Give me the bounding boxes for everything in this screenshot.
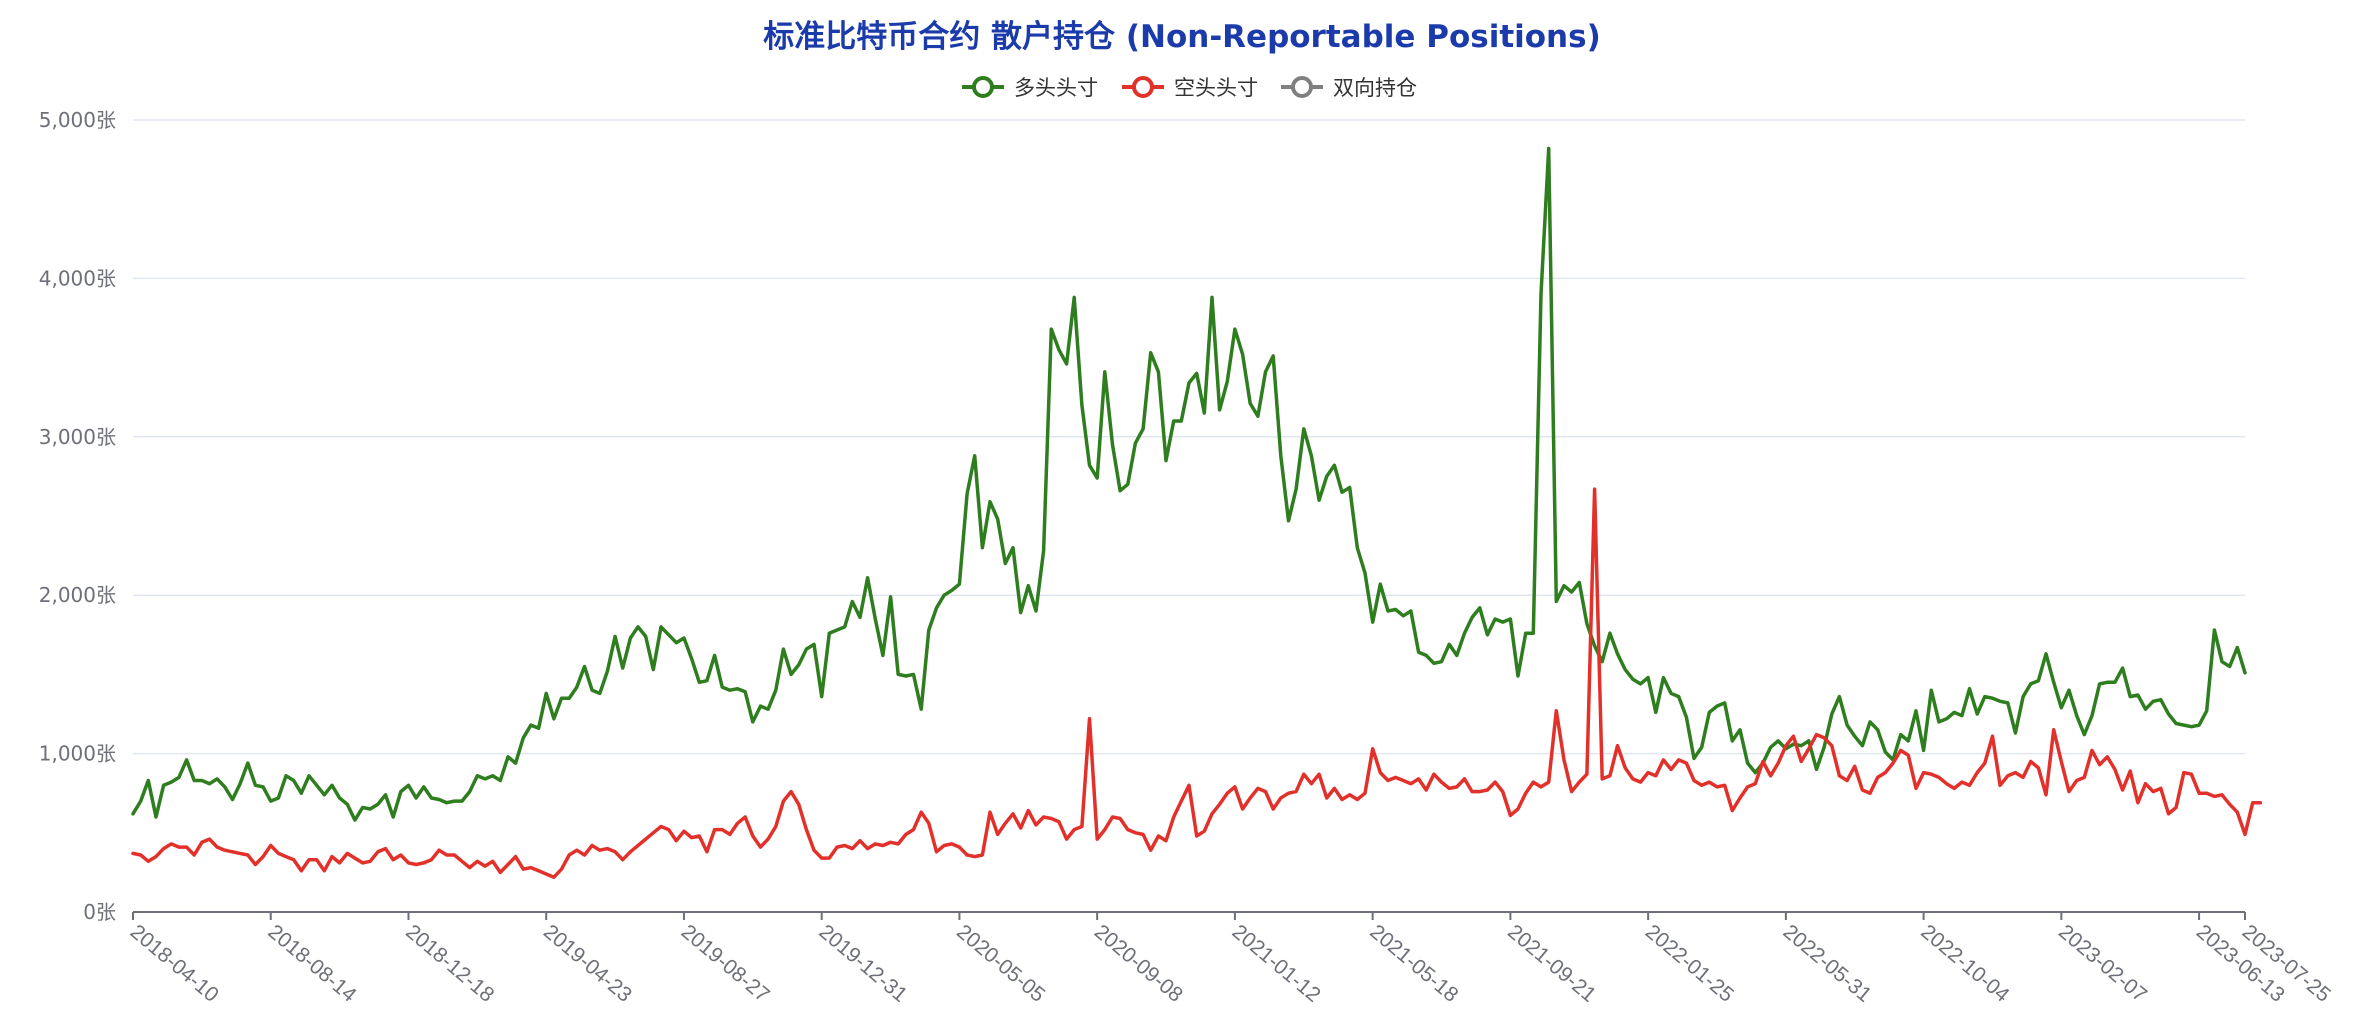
- x-tick-label: 2023-02-07: [2054, 920, 2151, 1007]
- x-tick-label: 2022-10-04: [1916, 920, 2013, 1007]
- legend-marker-short: [1132, 76, 1154, 98]
- legend-label-spread: 双向持仓: [1333, 76, 1417, 100]
- legend-item-spread[interactable]: 双向持仓: [1281, 76, 1417, 100]
- series-line-0[interactable]: [131, 146, 2247, 822]
- x-tick-label: 2022-01-25: [1641, 920, 1738, 1007]
- y-tick-label: 3,000张: [39, 425, 116, 449]
- x-tick-label: 2020-05-05: [952, 920, 1049, 1007]
- x-tick-label: 2021-05-18: [1365, 920, 1462, 1007]
- legend-item-short[interactable]: 空头头寸: [1122, 76, 1258, 100]
- series-line-1[interactable]: [131, 487, 2263, 879]
- series-lines: [131, 146, 2263, 879]
- y-tick-label: 2,000张: [39, 583, 116, 607]
- y-axis-ticks: 0张 1,000张 2,000张 3,000张 4,000张 5,000张: [39, 108, 116, 924]
- y-tick-label: 1,000张: [39, 742, 116, 766]
- x-tick-label: 2021-01-12: [1228, 920, 1325, 1007]
- x-tick-label: 2018-08-14: [264, 920, 361, 1007]
- x-tick-label: 2018-04-10: [126, 920, 223, 1007]
- legend-label-short: 空头头寸: [1174, 76, 1258, 100]
- x-axis: 2018-04-10 2018-08-14 2018-12-18 2019-04-23…: [126, 911, 2335, 1007]
- y-tick-label: 4,000张: [39, 266, 116, 290]
- x-tick-label: 2022-05-31: [1779, 920, 1876, 1007]
- x-tick-label: 2020-09-08: [1090, 920, 1187, 1007]
- x-tick-label: 2019-04-23: [539, 920, 636, 1007]
- legend: 多头头寸 空头头寸 双向持仓: [962, 76, 1417, 100]
- y-tick-label: 5,000张: [39, 108, 116, 132]
- chart-title: 标准比特币合约 散户持仓 (Non-Reportable Positions): [763, 19, 1601, 55]
- legend-label-long: 多头头寸: [1014, 76, 1098, 100]
- x-tick-label: 2019-12-31: [814, 920, 911, 1007]
- legend-item-long[interactable]: 多头头寸: [962, 76, 1098, 100]
- legend-marker-long: [972, 76, 994, 98]
- x-tick-label: 2019-08-27: [677, 920, 774, 1007]
- legend-marker-spread: [1291, 76, 1313, 98]
- grid-lines: [133, 119, 2245, 755]
- x-tick-label: 2018-12-18: [401, 920, 498, 1007]
- y-tick-label: 0张: [83, 900, 116, 924]
- x-tick-label: 2021-09-21: [1503, 920, 1600, 1007]
